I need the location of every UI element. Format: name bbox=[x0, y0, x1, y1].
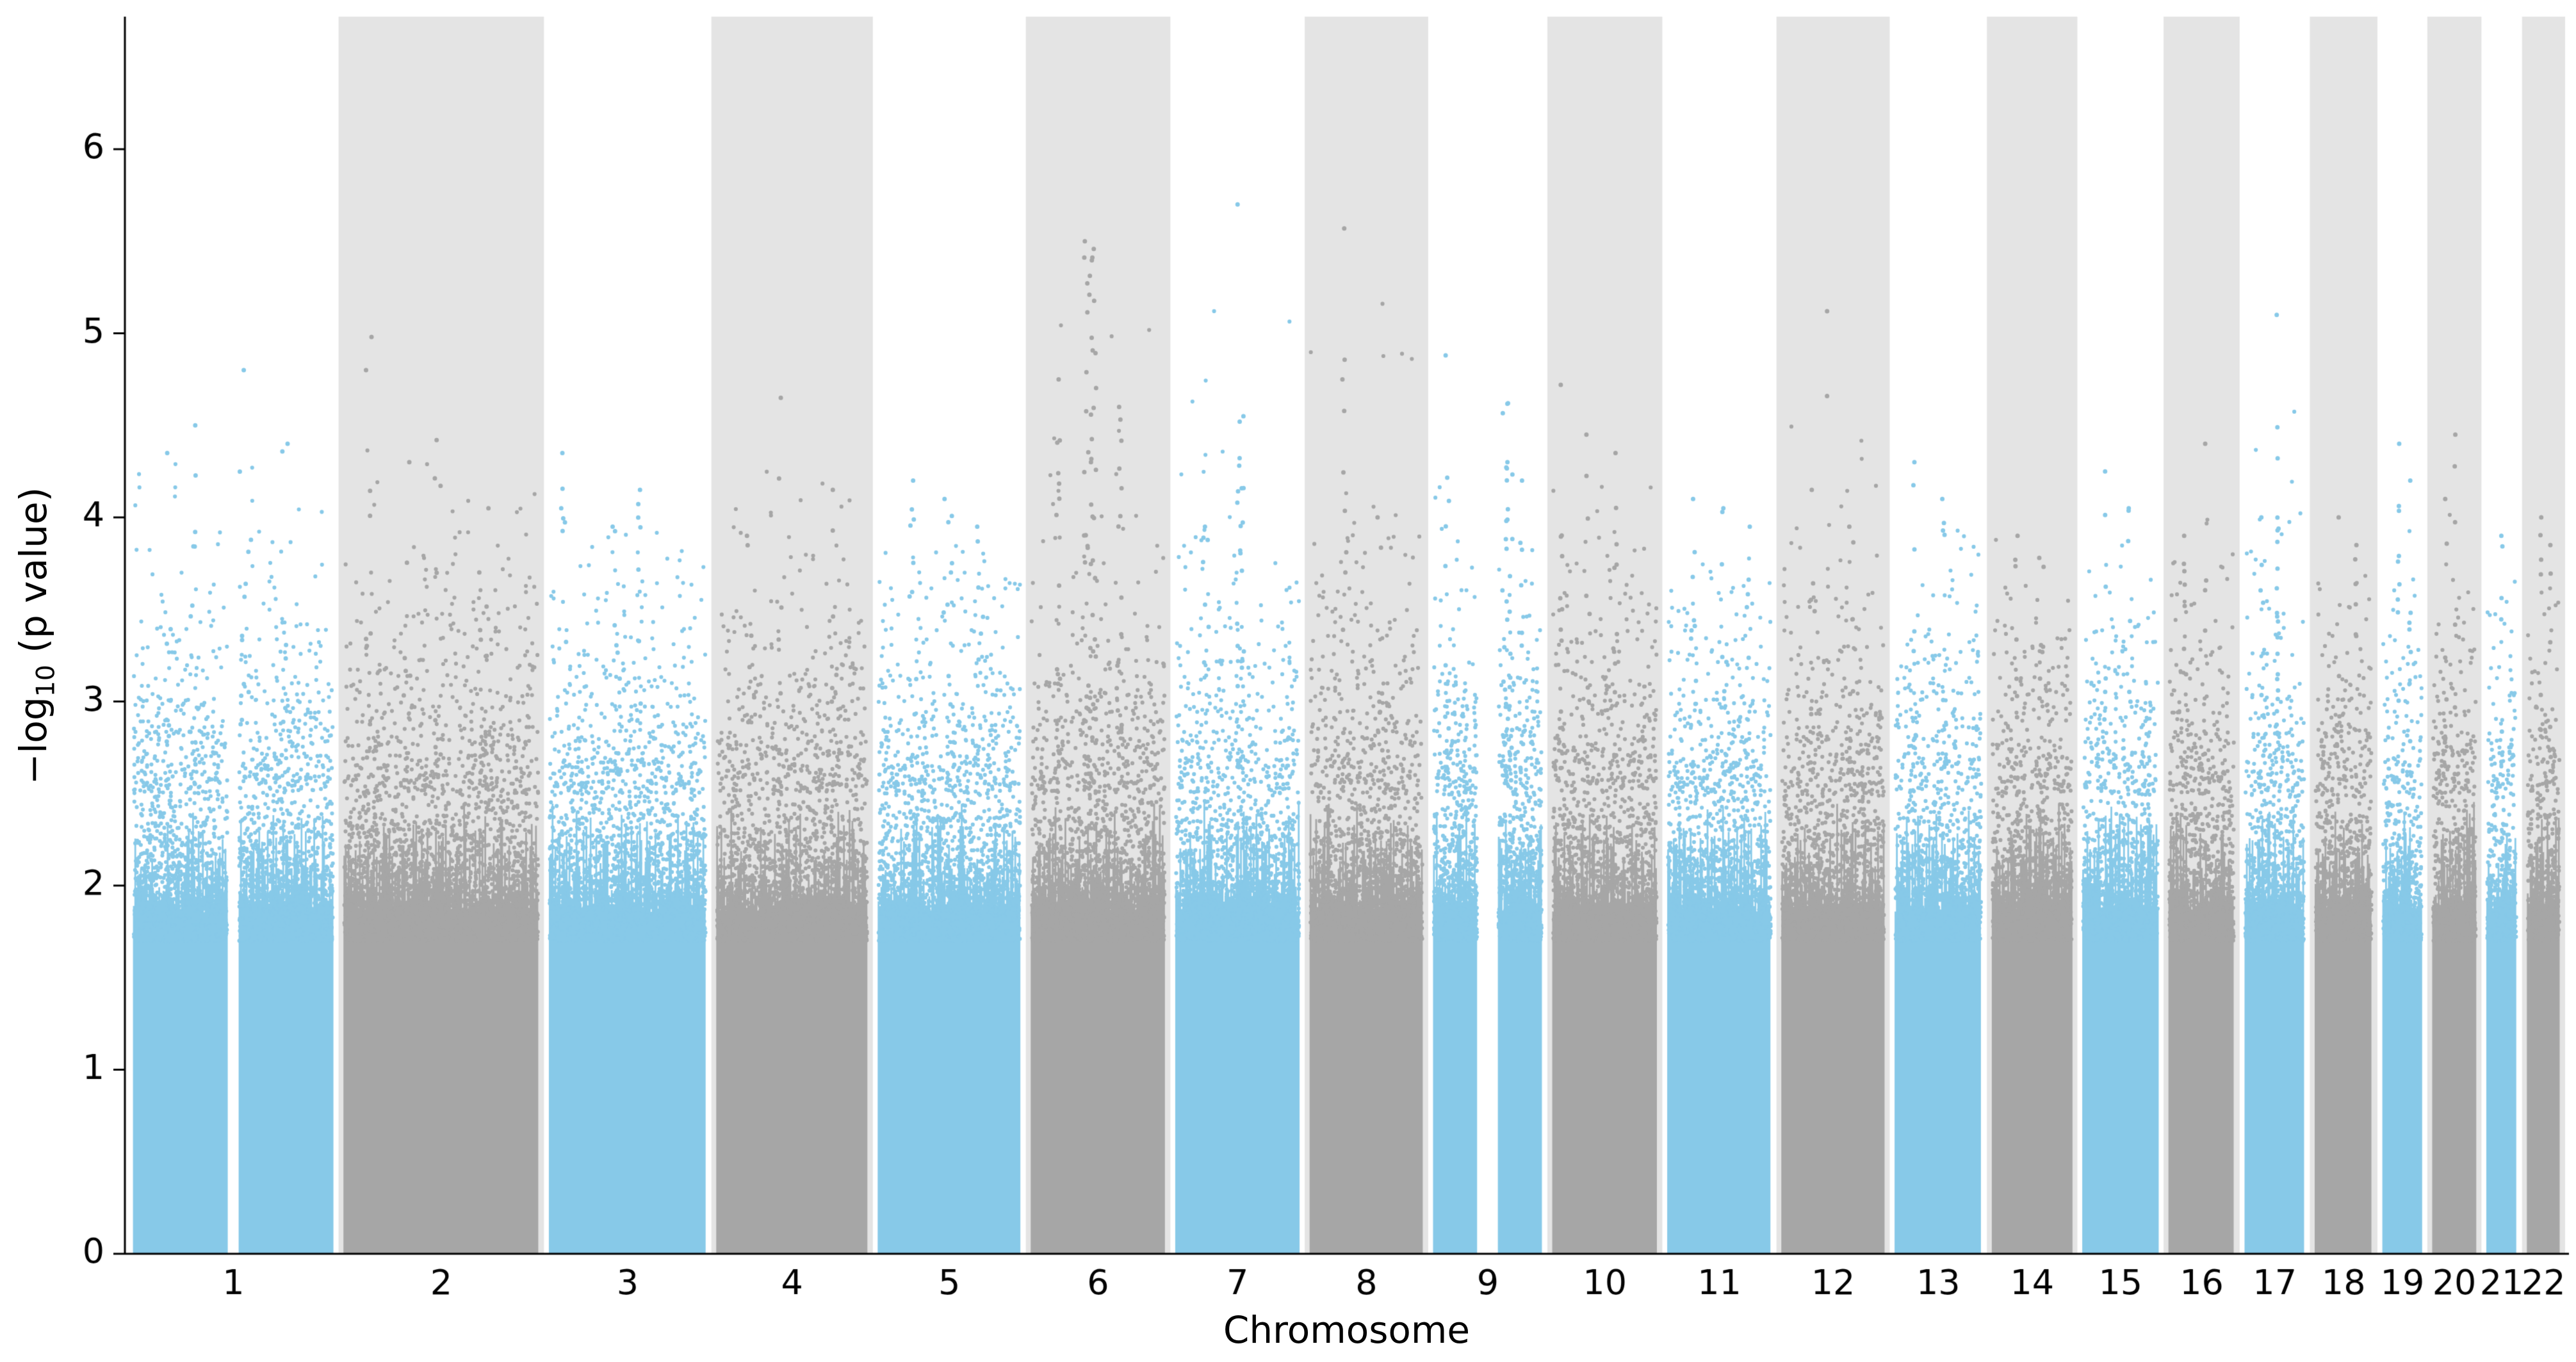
y-axis-label-suffix: (p value) bbox=[12, 487, 55, 665]
y-axis-label: −log10 (p value) bbox=[12, 487, 61, 785]
y-axis-label-subscript: 10 bbox=[31, 665, 61, 697]
y-axis-label-prefix: −log bbox=[12, 697, 55, 785]
x-axis-label: Chromosome bbox=[1223, 1308, 1471, 1352]
